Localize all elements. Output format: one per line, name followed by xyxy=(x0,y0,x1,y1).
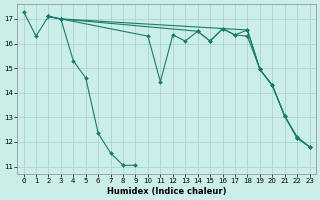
X-axis label: Humidex (Indice chaleur): Humidex (Indice chaleur) xyxy=(107,187,226,196)
